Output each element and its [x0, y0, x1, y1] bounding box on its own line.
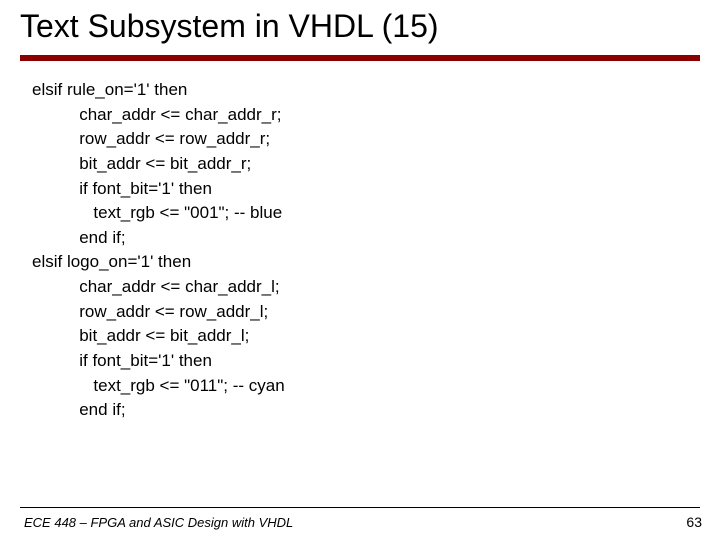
footer-page-number: 63: [686, 514, 702, 530]
title-underline: [20, 55, 700, 61]
footer-rule: [20, 507, 700, 508]
code-block: elsif rule_on='1' then char_addr <= char…: [32, 78, 688, 423]
slide: Text Subsystem in VHDL (15) elsif rule_o…: [0, 0, 720, 540]
slide-title: Text Subsystem in VHDL (15): [20, 8, 439, 45]
footer-course: ECE 448 – FPGA and ASIC Design with VHDL: [24, 515, 293, 530]
